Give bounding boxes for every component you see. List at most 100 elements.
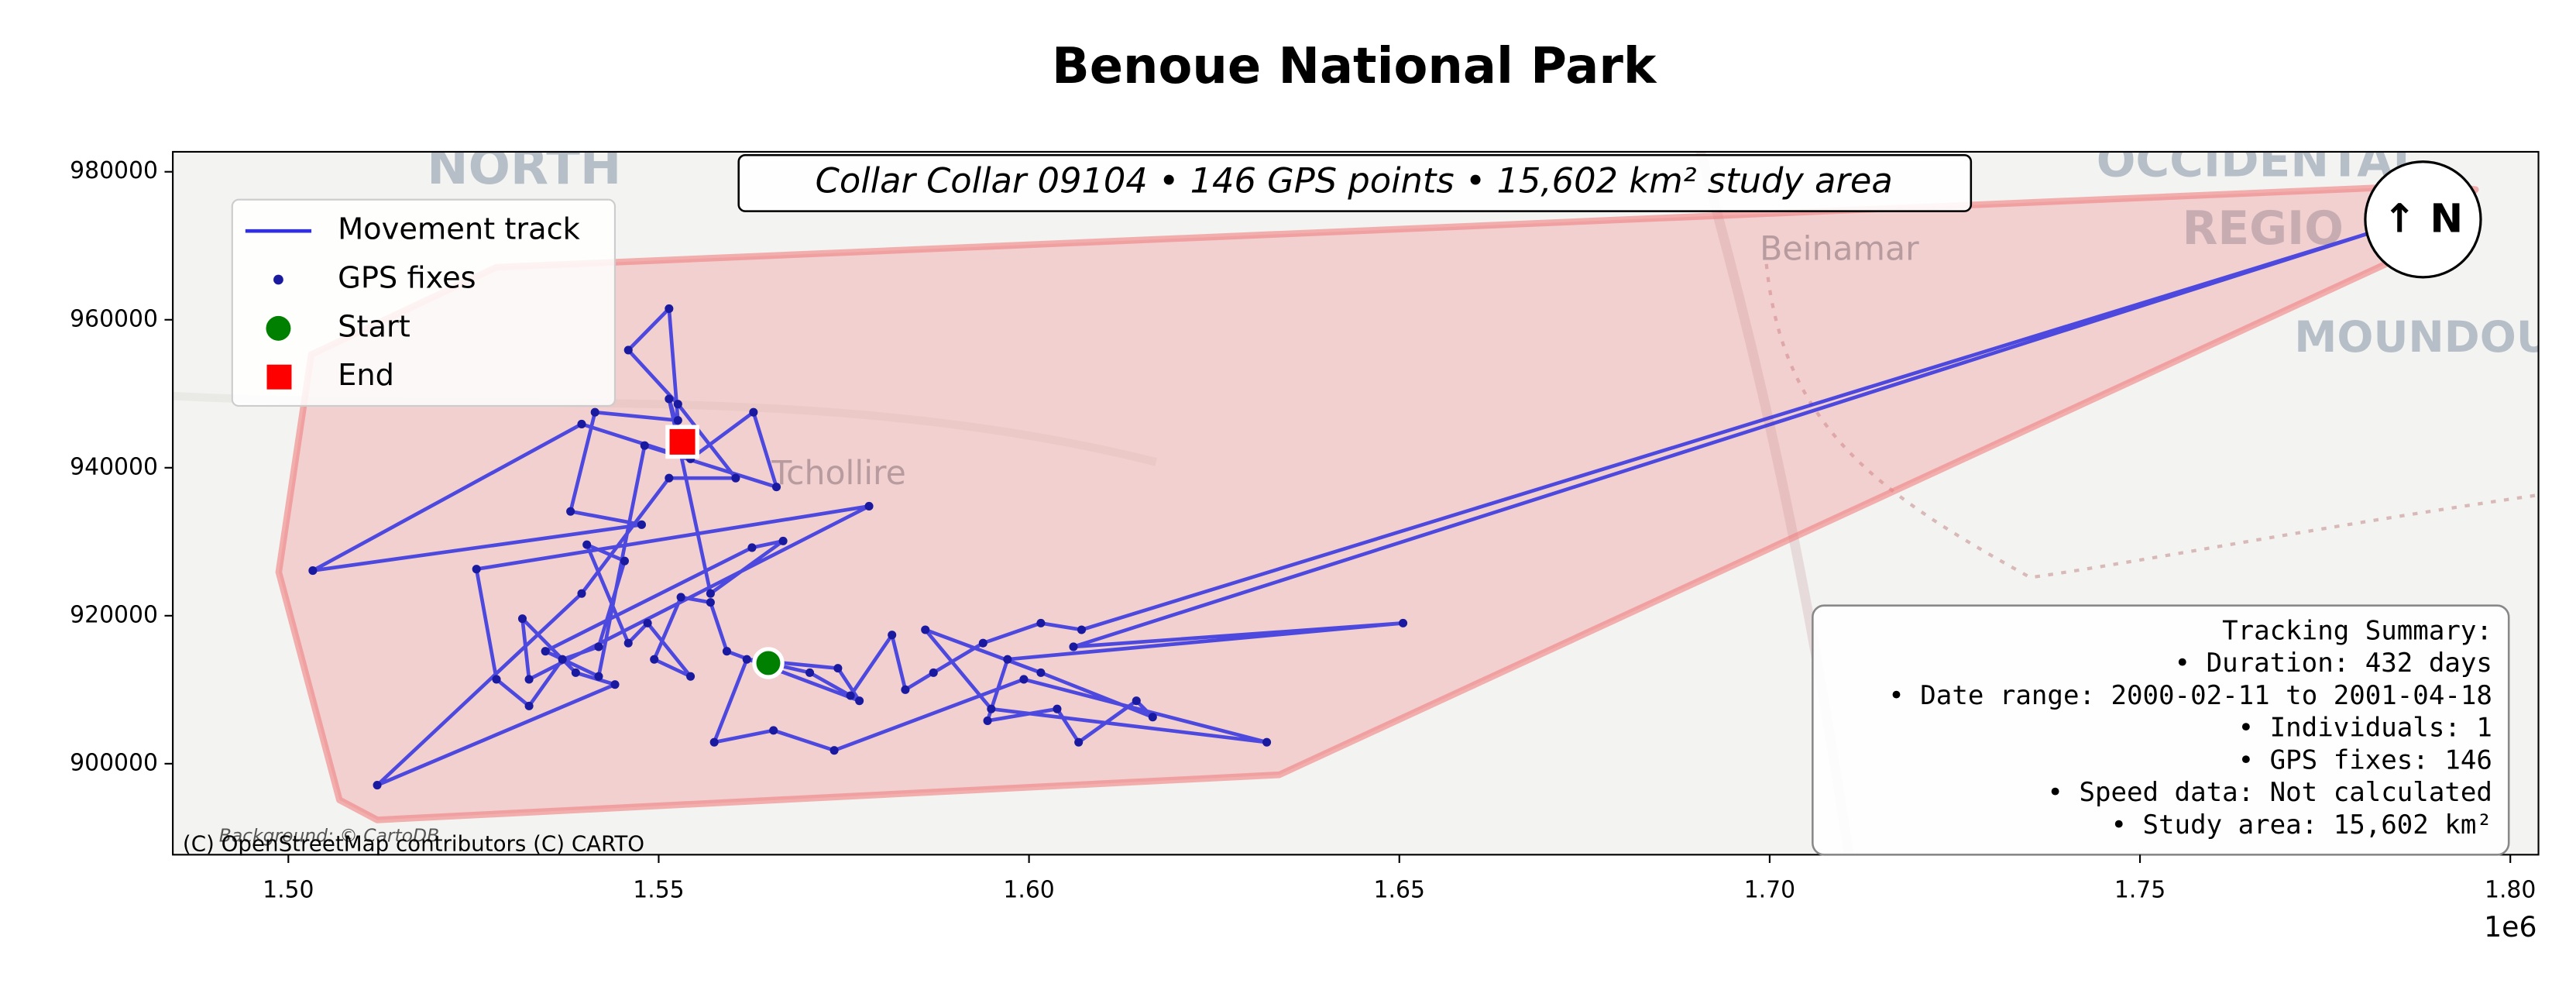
summary-line: • Study area: 15,602 km² bbox=[2111, 810, 2492, 840]
basemap-label: MOUNDOU bbox=[2294, 313, 2551, 363]
gps-fix bbox=[558, 655, 567, 664]
gps-fix bbox=[571, 668, 580, 677]
chart-title: Benoue National Park bbox=[1052, 38, 1657, 95]
gps-fix bbox=[492, 675, 501, 684]
gps-fix bbox=[769, 726, 778, 735]
gps-fix bbox=[373, 781, 382, 790]
gps-fix bbox=[1148, 713, 1157, 722]
gps-fix bbox=[855, 696, 864, 706]
gps-fix bbox=[594, 672, 603, 681]
gps-fix bbox=[637, 520, 646, 529]
axes: 1.50 1.55 1.60 1.65 1.70 1.75 1.80 900000 920000… bbox=[70, 157, 2536, 903]
gps-fix bbox=[778, 536, 788, 545]
gps-fix bbox=[308, 566, 318, 576]
movement-track bbox=[311, 229, 2379, 787]
gps-fix bbox=[749, 407, 758, 417]
gps-fix bbox=[524, 675, 534, 684]
summary-line: Tracking Summary: bbox=[2222, 615, 2492, 646]
legend-label: GPS fixes bbox=[338, 261, 476, 296]
gps-fix bbox=[771, 483, 781, 492]
gps-fix bbox=[1132, 696, 1141, 706]
x-tick-label: 1.60 bbox=[1003, 877, 1054, 904]
gps-fix bbox=[742, 655, 751, 664]
gps-fix bbox=[582, 540, 592, 549]
gps-fix bbox=[1398, 618, 1408, 627]
north-arrow: ↑ N bbox=[2383, 196, 2463, 242]
gps-fix bbox=[643, 618, 652, 627]
gps-fix bbox=[829, 746, 839, 755]
plot bbox=[275, 181, 2479, 823]
basemap-label: REGIO bbox=[2182, 202, 2343, 256]
gps-fix bbox=[673, 416, 682, 425]
y-tick-label: 920000 bbox=[70, 601, 158, 628]
gps-fix bbox=[623, 345, 633, 355]
gps-fix bbox=[1003, 655, 1012, 664]
summary-line: • Individuals: 1 bbox=[2238, 713, 2492, 744]
legend-symbol bbox=[266, 364, 292, 390]
gps-fix bbox=[929, 668, 938, 677]
gps-fix bbox=[731, 473, 740, 483]
gps-fix bbox=[686, 672, 696, 681]
gps-fix bbox=[901, 685, 910, 694]
gps-fix bbox=[978, 638, 987, 648]
legend-symbol bbox=[273, 274, 283, 285]
gps-fix bbox=[566, 507, 575, 516]
gps-fix bbox=[805, 668, 815, 677]
x-tick-label: 1.65 bbox=[1374, 877, 1425, 904]
gps-fix bbox=[1036, 668, 1046, 677]
x-tick-label: 1.70 bbox=[1744, 877, 1795, 904]
gps-fix bbox=[665, 304, 674, 313]
gps-fix bbox=[864, 501, 874, 511]
plot-frame bbox=[172, 150, 2540, 856]
gps-fix bbox=[577, 589, 586, 598]
gps-fix bbox=[577, 419, 586, 428]
gps-fix bbox=[594, 642, 603, 651]
gps-fix bbox=[623, 638, 633, 648]
basemap-label: Tchollire bbox=[771, 454, 906, 493]
gps-fix bbox=[1069, 642, 1078, 651]
legend-label: Start bbox=[338, 309, 410, 344]
x-tick-label: 1.50 bbox=[263, 877, 314, 904]
gps-fix bbox=[983, 716, 992, 725]
basemap-label: Beinamar bbox=[1760, 229, 1919, 268]
gps-fix bbox=[921, 625, 930, 634]
summary-box bbox=[1812, 604, 2510, 856]
study-area bbox=[275, 181, 2479, 823]
summary-line: • Speed data: Not calculated bbox=[2047, 777, 2492, 808]
legend-label: Movement track bbox=[338, 212, 581, 247]
gps-fix bbox=[709, 737, 719, 747]
summary-line: • Duration: 432 days bbox=[2175, 648, 2492, 679]
legend-symbol bbox=[266, 315, 291, 341]
gps-fix bbox=[1053, 704, 1062, 713]
summary: Tracking Summary:• Duration: 432 days• D… bbox=[1888, 615, 2492, 840]
gps-fix bbox=[1077, 625, 1087, 634]
gps-fix bbox=[620, 556, 630, 565]
x-tick-label: 1.80 bbox=[2485, 877, 2536, 904]
y-tick-label: 940000 bbox=[70, 453, 158, 480]
gps-fix bbox=[524, 701, 534, 710]
gps-fix bbox=[676, 593, 685, 602]
end-marker bbox=[665, 425, 699, 459]
gps-fix bbox=[673, 400, 682, 409]
y-tick-label: 900000 bbox=[70, 749, 158, 776]
x-tick-label: 1.75 bbox=[2114, 877, 2166, 904]
gps-fix bbox=[706, 589, 715, 598]
gps-fix bbox=[665, 394, 674, 404]
x-offset-label: 1e6 bbox=[2484, 910, 2537, 944]
gps-fix bbox=[722, 647, 731, 656]
gps-fix bbox=[706, 598, 715, 607]
basemap-label: OCCIDENTAL bbox=[2097, 134, 2423, 187]
gps-fix bbox=[610, 680, 620, 689]
gps-fix bbox=[1019, 675, 1029, 684]
gps-fix bbox=[888, 631, 897, 640]
gps-fix bbox=[846, 691, 855, 700]
start-marker bbox=[752, 647, 785, 679]
basemap-label: NORTH bbox=[427, 139, 621, 196]
gps-fix bbox=[665, 473, 674, 483]
gps-fix bbox=[747, 543, 757, 552]
attribution: (C) OpenStreetMap contributors (C) CARTO bbox=[183, 831, 644, 857]
gps-fix bbox=[590, 407, 599, 417]
gps-fix bbox=[1036, 618, 1046, 627]
